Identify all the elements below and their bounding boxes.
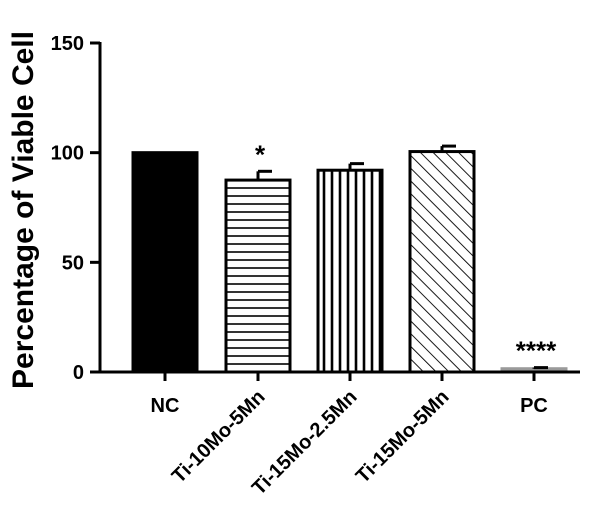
y-axis-label: Percentage of Viable Cell (7, 31, 40, 389)
y-tick-label: 100 (51, 143, 84, 165)
bar-ti-15mo-5mn (408, 150, 476, 374)
bar-nc (131, 151, 199, 374)
y-tick-label: 50 (62, 252, 84, 274)
x-tick-label: NC (151, 395, 180, 417)
y-axis: 0 50 100 150 (51, 33, 102, 384)
bar-ti-15mo-2-5mn (316, 168, 384, 374)
bars-group: ***** (131, 139, 568, 374)
x-tick-label: Ti-10Mo-5Mn (168, 386, 270, 488)
x-tick-label: PC (520, 395, 548, 417)
y-tick-label: 150 (51, 33, 84, 55)
bar-ti-10mo-5mn (224, 178, 292, 374)
y-tick-label: 0 (73, 362, 84, 384)
significance-marker: * (255, 139, 266, 169)
x-tick-label: Ti-15Mo-5Mn (352, 386, 454, 488)
significance-marker: **** (516, 336, 557, 366)
